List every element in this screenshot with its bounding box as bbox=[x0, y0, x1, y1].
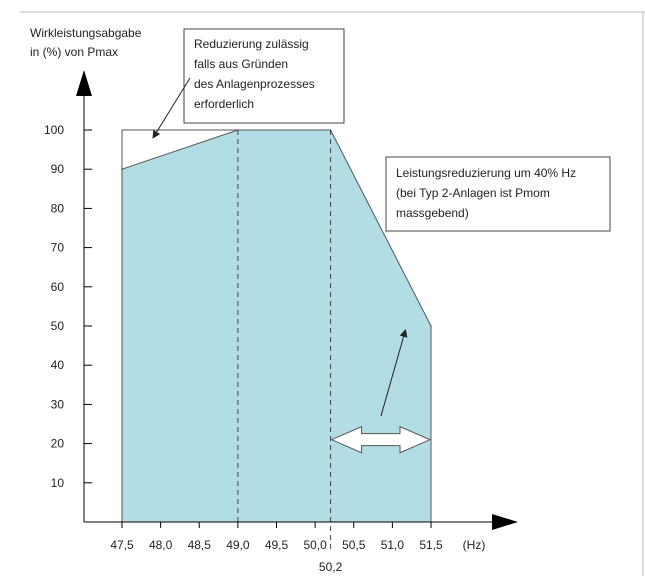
x-tick-label-5: 50,0 bbox=[303, 538, 327, 552]
x-tick-label-7: 51,0 bbox=[381, 538, 405, 552]
y-axis-arrow-icon bbox=[76, 70, 92, 96]
y-axis-label-line-1: Wirkleistungsabgabe bbox=[30, 26, 142, 40]
x-tick-label-50-2: 50,2 bbox=[319, 560, 343, 574]
annotation-top-line-3: des Anlagenprozesses bbox=[194, 77, 315, 91]
annotation-right-line-3: massgebend) bbox=[396, 206, 469, 220]
area-vertex-4 bbox=[430, 325, 432, 327]
x-tick-label-8: 51,5 bbox=[419, 538, 443, 552]
x-tick-label-2: 48,5 bbox=[188, 538, 212, 552]
plot-area bbox=[121, 129, 432, 552]
annotation-top: Reduzierung zulässig falls aus Gründen d… bbox=[183, 28, 345, 124]
annotation-top-line-1: Reduzierung zulässig bbox=[194, 37, 309, 51]
x-tick-label-1: 48,0 bbox=[149, 538, 173, 552]
x-axis-arrow-icon bbox=[492, 514, 518, 530]
x-tick-label-3: 49,0 bbox=[226, 538, 250, 552]
y-tick-label-40: 40 bbox=[51, 358, 65, 372]
y-tick-label-90: 90 bbox=[51, 162, 65, 176]
annotation-top-pointer-arrow bbox=[152, 77, 191, 139]
area-vertex-1 bbox=[121, 168, 123, 170]
annotation-right-box bbox=[385, 156, 611, 232]
y-tick-label-100: 100 bbox=[44, 123, 64, 137]
annotation-top-line-2: falls aus Gründen bbox=[194, 57, 288, 71]
reduction-band-double-arrow bbox=[330, 425, 432, 454]
y-tick-label-60: 60 bbox=[51, 280, 65, 294]
y-tick-label-30: 30 bbox=[51, 397, 65, 411]
y-tick-label-80: 80 bbox=[51, 201, 65, 215]
y-tick-label-70: 70 bbox=[51, 241, 65, 255]
y-tick-label-10: 10 bbox=[51, 476, 65, 490]
x-tick-label-0: 47,5 bbox=[110, 538, 134, 552]
annotation-top-line-4: erforderlich bbox=[194, 97, 254, 111]
x-tick-label-4: 49,5 bbox=[265, 538, 289, 552]
annotation-right: Leistungsreduzierung um 40% Hz (bei Typ … bbox=[385, 156, 611, 232]
annotation-arrows bbox=[152, 77, 408, 417]
x-axis-label: (Hz) bbox=[463, 538, 486, 552]
y-tick-label-20: 20 bbox=[51, 437, 65, 451]
annotation-right-line-2: (bei Typ 2-Anlagen ist Pmom bbox=[396, 186, 550, 200]
annotation-top-box bbox=[183, 28, 345, 124]
x-tick-label-6: 50,5 bbox=[342, 538, 366, 552]
axis-ticks: 10 20 30 40 50 60 70 80 90 100 47,5 48,0 48,5 49,0 49,… bbox=[44, 123, 443, 574]
y-axis-label-line-2: in (%) von Pmax bbox=[30, 45, 118, 59]
y-tick-label-50: 50 bbox=[51, 319, 65, 333]
annotation-right-pointer-arrow bbox=[380, 328, 408, 417]
operating-area bbox=[121, 129, 432, 523]
annotation-right-line-1: Leistungsreduzierung um 40% Hz bbox=[396, 166, 576, 180]
